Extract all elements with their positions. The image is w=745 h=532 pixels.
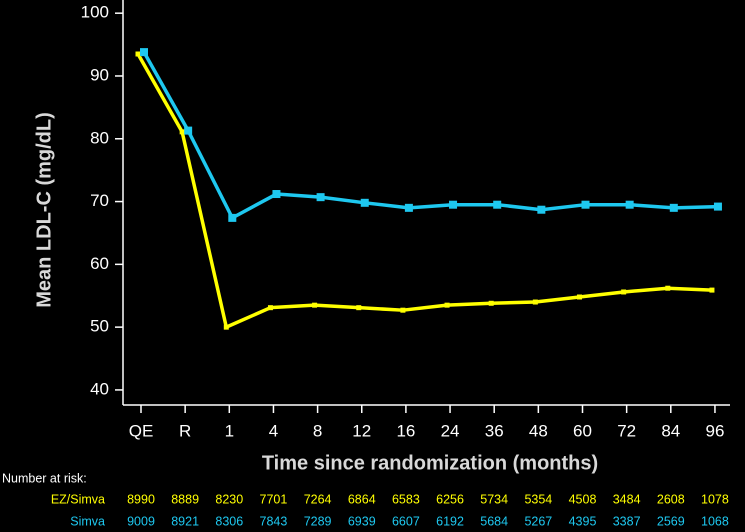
point xyxy=(621,289,627,295)
y-tick-label: 100 xyxy=(81,3,109,22)
point xyxy=(669,203,678,212)
x-tick-label: 60 xyxy=(573,421,592,440)
point xyxy=(312,302,318,308)
point xyxy=(581,200,590,209)
x-tick-label: 84 xyxy=(661,421,680,440)
point xyxy=(184,126,193,135)
x-tick-label: 8 xyxy=(313,421,322,440)
y-tick-label: 70 xyxy=(90,191,109,210)
x-tick-label: 36 xyxy=(485,421,504,440)
risk-count: 3387 xyxy=(613,514,641,528)
risk-count: 4508 xyxy=(569,492,597,506)
point xyxy=(404,203,413,212)
risk-count: 5734 xyxy=(480,492,508,506)
point xyxy=(356,305,362,311)
risk-count: 8990 xyxy=(127,492,155,506)
point xyxy=(488,300,494,306)
risk-count: 1078 xyxy=(701,492,729,506)
x-tick-label: 96 xyxy=(705,421,724,440)
y-tick-label: 50 xyxy=(90,317,109,336)
x-tick-label: 48 xyxy=(529,421,548,440)
x-tick-label: R xyxy=(179,421,191,440)
y-tick-label: 90 xyxy=(90,65,109,84)
risk-count: 8889 xyxy=(171,492,199,506)
risk-count: 4395 xyxy=(569,514,597,528)
point xyxy=(713,202,722,211)
risk-count: 8230 xyxy=(215,492,243,506)
y-tick-label: 60 xyxy=(90,254,109,273)
risk-count: 7289 xyxy=(304,514,332,528)
risk-count: 2569 xyxy=(657,514,685,528)
point xyxy=(272,190,281,199)
point xyxy=(625,200,634,209)
x-tick-label: QE xyxy=(129,421,154,440)
point xyxy=(709,287,715,293)
risk-count: 2608 xyxy=(657,492,685,506)
point xyxy=(316,193,325,202)
x-tick-label: 72 xyxy=(617,421,636,440)
risk-count: 6256 xyxy=(436,492,464,506)
x-tick-label: 24 xyxy=(441,421,460,440)
risk-count: 7843 xyxy=(260,514,288,528)
x-axis-label: Time since randomization (months) xyxy=(262,452,598,474)
x-tick-label: 16 xyxy=(396,421,415,440)
risk-count: 5684 xyxy=(480,514,508,528)
risk-count: 6939 xyxy=(348,514,376,528)
point xyxy=(537,205,546,214)
point xyxy=(665,285,671,291)
point xyxy=(267,305,273,311)
point xyxy=(493,200,502,209)
risk-count: 9009 xyxy=(127,514,155,528)
risk-count: 7264 xyxy=(304,492,332,506)
point xyxy=(444,302,450,308)
point xyxy=(228,213,237,222)
point xyxy=(360,198,369,207)
point xyxy=(179,129,185,135)
x-tick-label: 4 xyxy=(269,421,278,440)
risk-count: 6583 xyxy=(392,492,420,506)
risk-count: 6607 xyxy=(392,514,420,528)
series-line xyxy=(136,53,713,329)
y-tick-label: 40 xyxy=(90,379,109,398)
x-tick-label: 1 xyxy=(225,421,234,440)
point xyxy=(577,294,582,300)
x-tick-label: 12 xyxy=(352,421,371,440)
point xyxy=(135,51,141,57)
y-axis-label: Mean LDL-C (mg/dL) xyxy=(33,112,55,308)
y-tick-label: 80 xyxy=(90,128,109,147)
risk-title: Number at risk: xyxy=(2,471,87,485)
point xyxy=(449,200,458,209)
risk-count: 6864 xyxy=(348,492,376,506)
risk-count: 5267 xyxy=(524,514,552,528)
risk-count: 7701 xyxy=(260,492,288,506)
point xyxy=(223,324,229,330)
point xyxy=(532,299,538,305)
risk-count: 5354 xyxy=(524,492,552,506)
risk-count: 6192 xyxy=(436,514,464,528)
series-line xyxy=(142,51,718,220)
point xyxy=(400,307,406,313)
risk-count: 8921 xyxy=(171,514,199,528)
risk-count: 8306 xyxy=(215,514,243,528)
risk-count: 1068 xyxy=(701,514,729,528)
risk-row-label: Simva xyxy=(70,514,105,528)
point xyxy=(140,48,148,57)
risk-row-label: EZ/Simva xyxy=(51,492,105,506)
risk-count: 3484 xyxy=(613,492,641,506)
